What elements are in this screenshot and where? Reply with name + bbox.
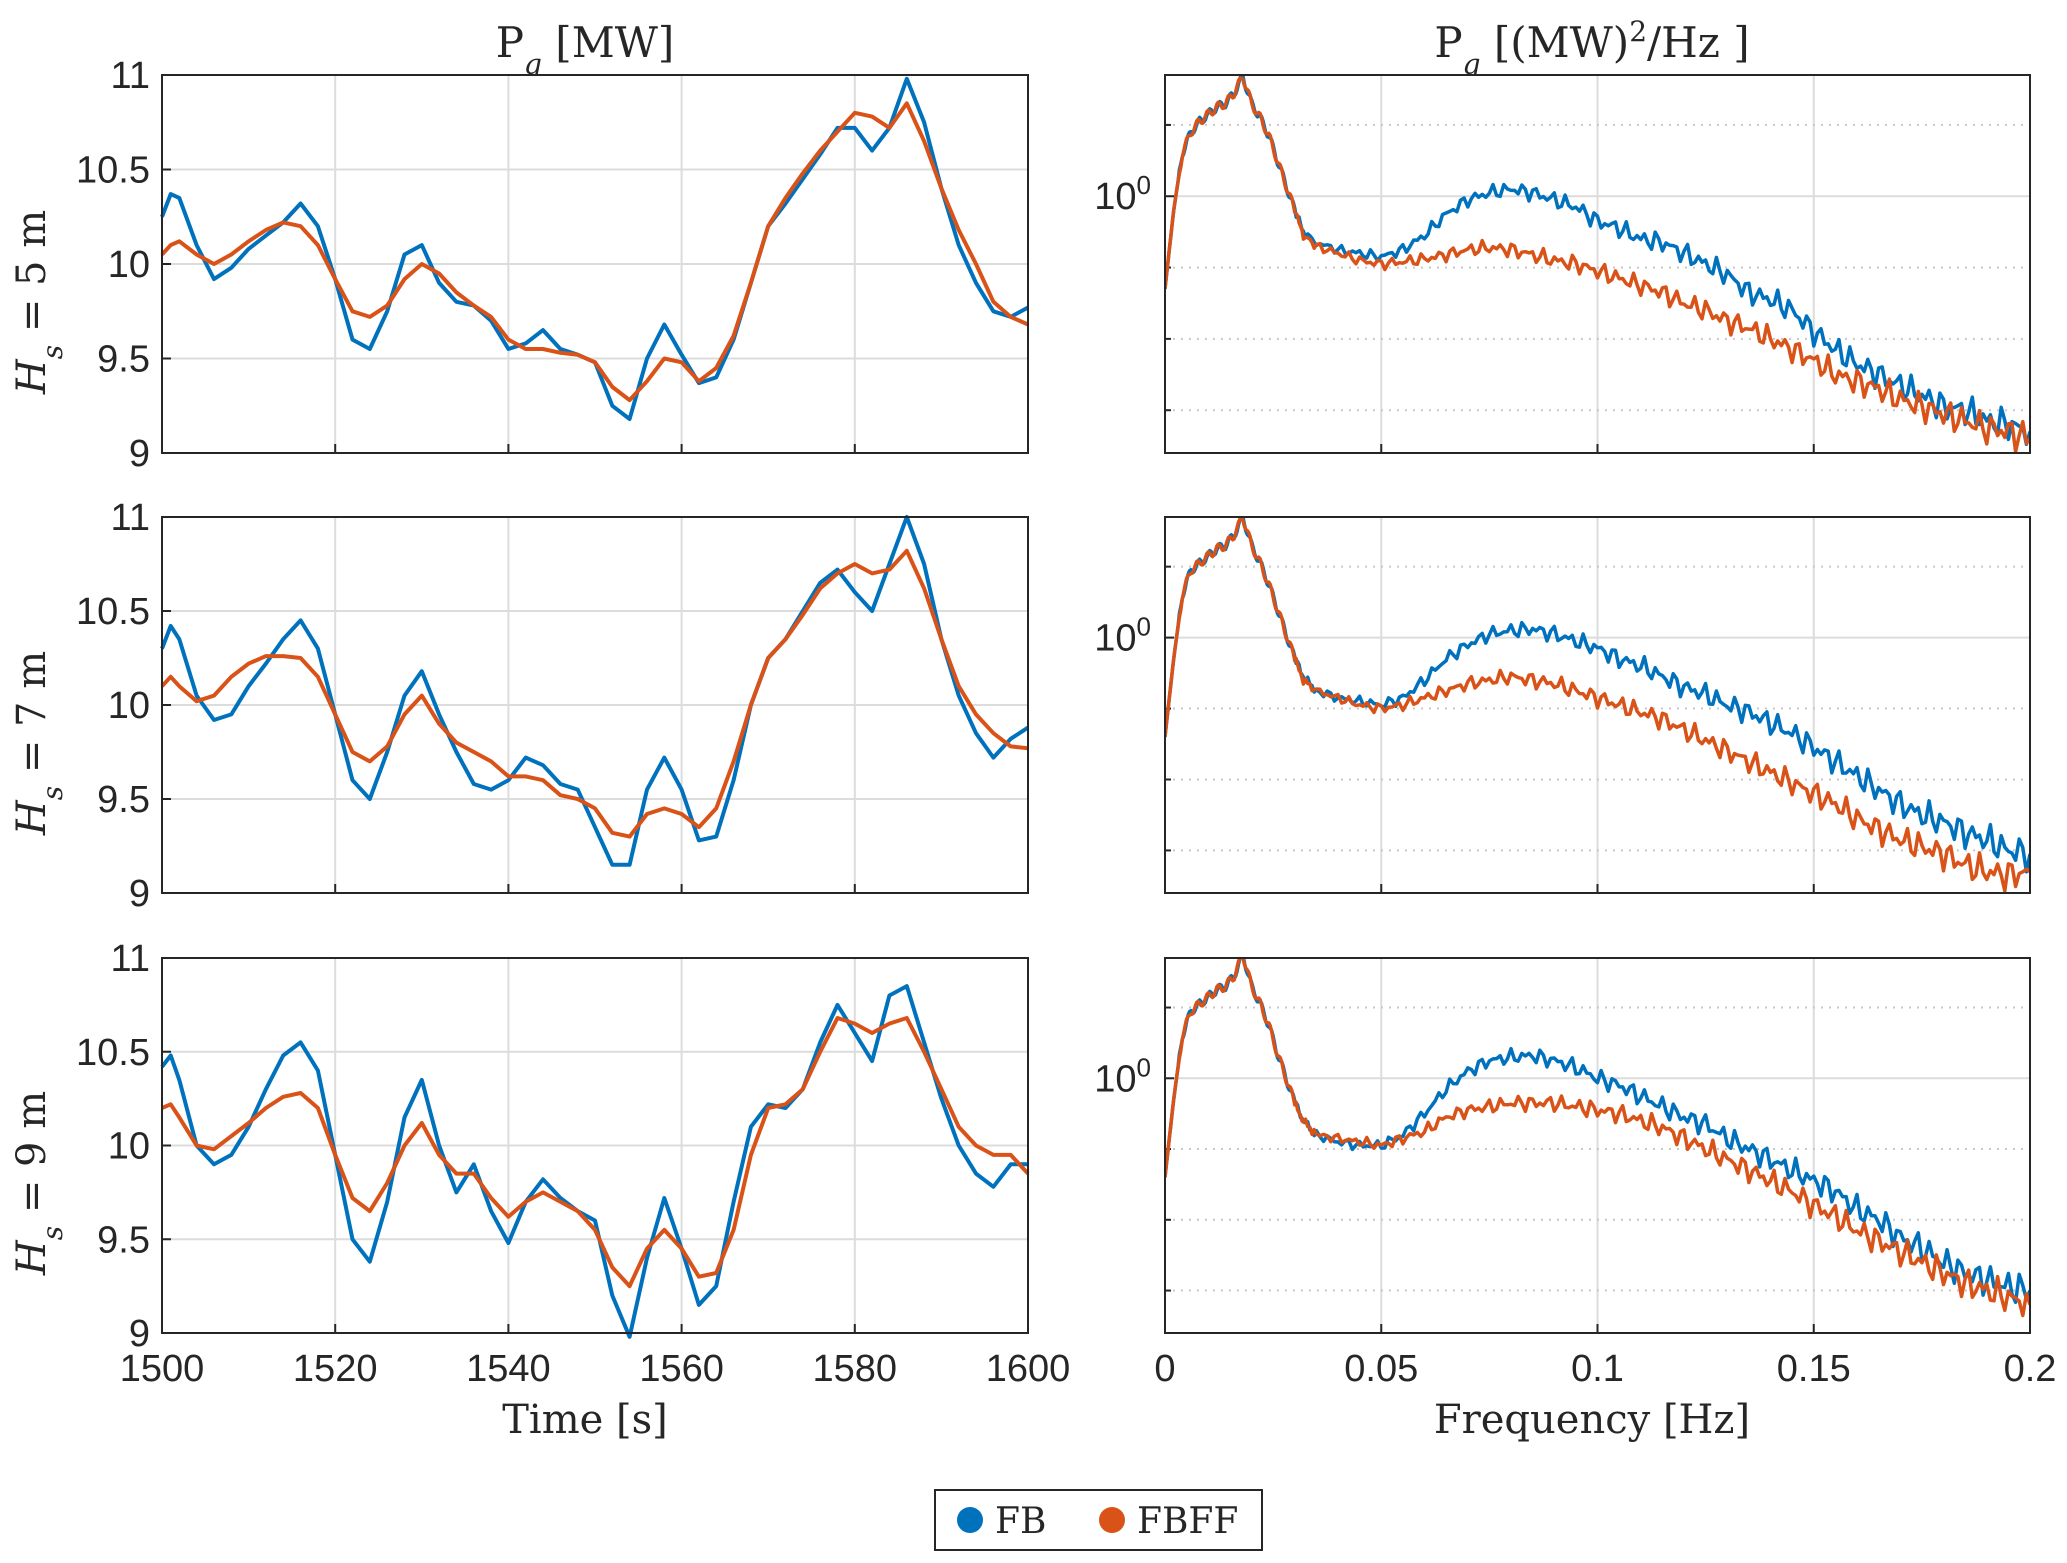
psd-axes-box	[1164, 516, 2031, 894]
time-x-tick-label: 1540	[466, 1348, 551, 1390]
psd-y-tick-label: 100	[1094, 170, 1151, 218]
time-y-tick-label: 11	[111, 497, 150, 539]
legend-box	[934, 1489, 1263, 1551]
psd-x-tick-label: 0.05	[1344, 1348, 1418, 1390]
psd-series-fbff	[1165, 958, 2030, 1318]
psd-x-tick-label: 0.1	[1571, 1348, 1624, 1390]
time-series-fbff	[161, 1016, 1030, 1289]
time-series-fb	[160, 515, 1030, 867]
svg-text:Hs = 5 m: Hs = 5 m	[9, 210, 69, 395]
psd-column-title: Pg [(MW)2/Hz ]	[1434, 15, 1749, 81]
psd-x-tick-label: 0.2	[2004, 1348, 2057, 1390]
time-y-tick-label: 10.5	[76, 150, 150, 192]
time-axes-box	[161, 957, 1029, 1334]
time-y-tick-label: 10	[108, 685, 150, 727]
time-panel-3: 1500 1520 1540 1560 1580 1600 9 9.5 10 10.5 11	[76, 938, 1070, 1390]
psd-axes-box	[1164, 74, 2031, 454]
time-y-tick-label: 10	[108, 244, 150, 286]
time-y-tick-label: 9	[129, 433, 150, 475]
time-y-tick-label: 9.5	[97, 339, 150, 381]
time-x-tick-label: 1580	[813, 1348, 898, 1390]
time-panel-2: 9 9.5 10 10.5 11	[76, 497, 1030, 915]
psd-x-tick-label: 0.15	[1777, 1348, 1851, 1390]
row-label-3: Hs = 9 m	[9, 1091, 69, 1276]
time-y-tick-label: 9	[129, 873, 150, 915]
time-panel-1: 9 9.5 10 10.5 11	[76, 55, 1029, 475]
psd-panel-1: 100	[1094, 74, 2031, 454]
legend-fbff-label: FBFF	[1137, 1501, 1238, 1542]
time-y-tick-label: 10	[108, 1126, 150, 1168]
frequency-x-axis-label: Frequency [Hz]	[1434, 1397, 1750, 1443]
legend-fb-marker	[957, 1507, 983, 1533]
time-series-fbff	[160, 548, 1029, 839]
psd-series-fbff	[1165, 517, 2030, 893]
psd-series-fbff	[1165, 76, 2030, 453]
time-column-title: Pg [MW]	[496, 18, 675, 81]
time-x-tick-label: 1600	[986, 1348, 1071, 1390]
time-y-tick-label: 11	[111, 55, 150, 97]
svg-text:Hs = 7 m: Hs = 7 m	[9, 651, 69, 836]
time-y-tick-label: 9.5	[97, 1219, 150, 1261]
psd-panel-2: 100	[1094, 516, 2031, 894]
time-axes-box	[161, 74, 1029, 454]
time-y-tick-label: 9	[129, 1313, 150, 1355]
time-x-tick-label: 1500	[120, 1348, 205, 1390]
psd-y-tick-label: 100	[1094, 612, 1151, 660]
legend-fb-label: FB	[995, 1501, 1046, 1542]
time-axes-box	[161, 516, 1029, 894]
psd-x-tick-label: 0	[1154, 1348, 1175, 1390]
svg-text:Hs = 9 m: Hs = 9 m	[9, 1091, 69, 1276]
row-label-2: Hs = 7 m	[9, 651, 69, 836]
legend: FB FBFF	[934, 1489, 1263, 1551]
time-x-tick-label: 1560	[639, 1348, 724, 1390]
time-x-axis-label: Time [s]	[502, 1397, 668, 1443]
time-y-tick-label: 9.5	[97, 779, 150, 821]
time-series-fbff	[160, 101, 1029, 403]
time-y-tick-label: 10.5	[76, 1032, 150, 1074]
row-label-1: Hs = 5 m	[9, 210, 69, 395]
psd-y-tick-label: 100	[1094, 1052, 1151, 1100]
psd-axes-box	[1164, 957, 2031, 1334]
psd-panel-3: 0 0.05 0.1 0.15 0.2 100	[1094, 957, 2057, 1390]
time-y-tick-label: 10.5	[76, 591, 150, 633]
time-y-tick-label: 11	[111, 938, 150, 980]
legend-fbff-marker	[1099, 1507, 1125, 1533]
time-x-tick-label: 1520	[293, 1348, 378, 1390]
